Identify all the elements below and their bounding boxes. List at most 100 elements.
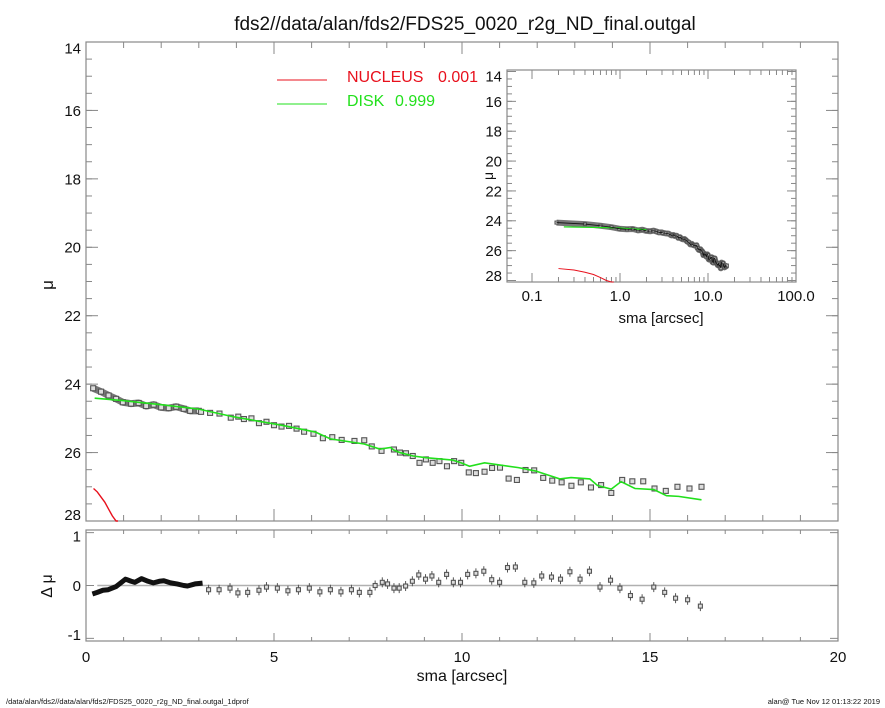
- residual-point: [673, 595, 679, 601]
- inset-x-axis-label: sma [arcsec]: [618, 310, 703, 327]
- observed-point: [361, 437, 368, 444]
- observed-point: [90, 385, 97, 392]
- inset-y-tick-label: 22: [485, 183, 502, 200]
- resid-x-tick-label: 0: [82, 649, 90, 666]
- main-y-tick-label: 20: [64, 240, 81, 257]
- footer-file-path: /data/alan/fds2//data/alan/fds2/FDS25_00…: [6, 697, 250, 706]
- observed-point: [640, 478, 647, 485]
- residual-point: [577, 576, 583, 582]
- resid-y-tick-label: -1: [68, 627, 81, 644]
- residual-point: [379, 579, 385, 585]
- residual-point: [274, 585, 280, 591]
- inset-panel: 0.1 1.0 10.0 100.0 14 16 18 20 22 24 26 28: [485, 69, 814, 305]
- inset-x-tick-label: 100.0: [777, 288, 815, 305]
- main-y-tick-label: 26: [64, 445, 81, 462]
- residual-point: [338, 589, 344, 595]
- residual-point: [235, 590, 241, 596]
- main-y-axis-label: μ: [38, 280, 57, 290]
- residual-point: [409, 578, 415, 584]
- inset-y-tick-label: 14: [485, 69, 502, 86]
- residual-point: [586, 568, 593, 574]
- residual-point: [685, 597, 691, 603]
- observed-point: [465, 469, 472, 476]
- residual-point: [639, 596, 645, 602]
- inset-y-tick-label: 20: [485, 153, 502, 170]
- observed-point: [662, 487, 669, 494]
- residual-point: [473, 570, 479, 576]
- residual-point: [327, 587, 333, 593]
- inset-total-model-line: [556, 222, 728, 269]
- residual-point: [465, 571, 471, 577]
- observed-point: [472, 470, 479, 477]
- residual-point: [522, 579, 528, 585]
- observed-point: [577, 479, 584, 486]
- observed-point: [651, 485, 658, 492]
- inset-y-tick-label: 28: [485, 268, 502, 285]
- observed-point: [248, 415, 255, 422]
- resid-x-tick-label: 10: [454, 649, 471, 666]
- residual-point: [403, 583, 409, 589]
- footer-user-timestamp: alan@ Tue Nov 12 01:13:22 2019: [768, 697, 880, 706]
- inset-y-tick-label: 18: [485, 124, 502, 141]
- observed-point: [513, 476, 520, 483]
- main-y-tick-label: 22: [64, 308, 81, 325]
- residual-point: [531, 580, 537, 586]
- observed-point: [587, 484, 595, 491]
- observed-point: [113, 395, 120, 402]
- main-panel: 14 16 18 20 22 24 26 28: [64, 41, 839, 524]
- residual-point: [263, 584, 270, 590]
- resid-x-tick-label: 20: [830, 649, 847, 666]
- inset-y-tick-label: 26: [485, 243, 502, 260]
- resid-y-tick-label: 0: [73, 578, 81, 595]
- residual-point: [504, 564, 511, 571]
- observed-point: [97, 388, 105, 395]
- residual-point: [356, 589, 362, 595]
- residual-point: [245, 589, 251, 595]
- residual-point: [450, 579, 456, 585]
- nucleus-model-line: [93, 487, 118, 522]
- residual-point: [548, 574, 555, 580]
- residual-panel: 0 5 10 15 20-101: [68, 529, 847, 666]
- main-y-tick-label: 14: [64, 41, 81, 58]
- observed-point: [270, 422, 278, 429]
- residual-point: [317, 589, 323, 595]
- legend-disk-value: 0.999: [395, 93, 435, 110]
- main-y-tick-label: 18: [64, 171, 81, 188]
- legend-nucleus-value: 0.001: [438, 69, 478, 86]
- observed-point: [489, 464, 496, 472]
- observed-point: [505, 475, 512, 482]
- inset-y-axis-label: μ: [480, 172, 496, 180]
- residual-point: [662, 589, 668, 595]
- main-y-tick-label: 28: [64, 507, 81, 524]
- inset-y-tick-label: 24: [485, 213, 502, 230]
- residual-point: [206, 587, 212, 593]
- residual-point: [617, 585, 623, 591]
- observed-point: [481, 468, 488, 475]
- residual-point: [216, 587, 222, 593]
- residual-point: [429, 573, 435, 579]
- observed-point: [549, 477, 556, 484]
- observed-point: [608, 489, 615, 496]
- residual-point: [436, 579, 442, 585]
- residual-point: [416, 572, 422, 578]
- residual-point: [396, 585, 402, 591]
- residual-y-axis-label: Δ μ: [39, 574, 56, 597]
- residual-point: [391, 585, 397, 591]
- residual-point: [557, 576, 564, 582]
- residual-point: [348, 587, 355, 593]
- residual-point: [607, 577, 614, 583]
- x-axis-label: sma [arcsec]: [417, 668, 508, 685]
- observed-point: [416, 459, 423, 466]
- residual-point: [627, 592, 633, 599]
- legend: NUCLEUS 0.001 DISK 0.999: [277, 69, 478, 110]
- residual-point: [539, 573, 545, 579]
- residual-point: [697, 603, 703, 609]
- observed-point: [629, 478, 636, 485]
- observed-point: [429, 459, 436, 466]
- residual-point: [457, 579, 464, 585]
- observed-point: [686, 485, 693, 492]
- residual-point: [295, 587, 301, 593]
- inset-frame: [506, 69, 797, 283]
- inset-y-tick-label: 16: [485, 94, 502, 111]
